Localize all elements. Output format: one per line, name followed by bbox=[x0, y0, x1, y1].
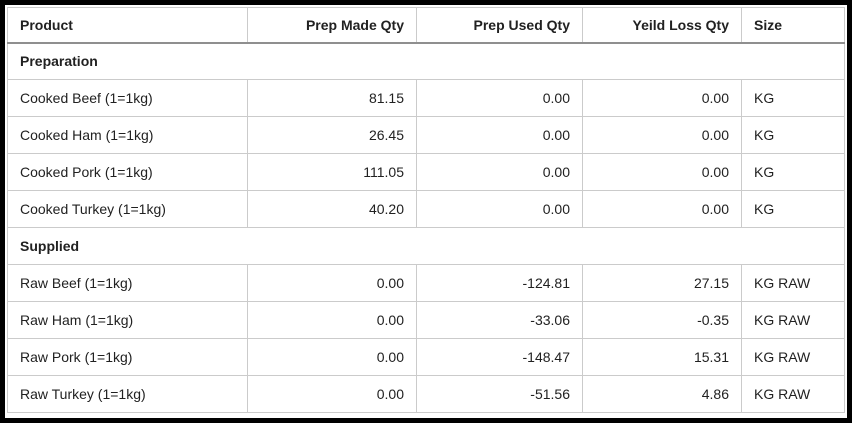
column-header-prep-used-qty: Prep Used Qty bbox=[416, 7, 583, 44]
table-row: Cooked Turkey (1=1kg) 40.20 0.00 0.00 KG bbox=[7, 190, 845, 228]
cell-size: KG RAW bbox=[741, 375, 845, 413]
cell-prep-used: 0.00 bbox=[416, 153, 583, 191]
cell-prep-used: 0.00 bbox=[416, 79, 583, 117]
cell-product: Cooked Turkey (1=1kg) bbox=[7, 190, 248, 228]
cell-prep-used: -33.06 bbox=[416, 301, 583, 339]
cell-prep-made: 40.20 bbox=[247, 190, 417, 228]
cell-yeild-loss: -0.35 bbox=[582, 301, 742, 339]
table-row: Raw Ham (1=1kg) 0.00 -33.06 -0.35 KG RAW bbox=[7, 301, 845, 339]
cell-prep-made: 0.00 bbox=[247, 264, 417, 302]
cell-product: Raw Ham (1=1kg) bbox=[7, 301, 248, 339]
cell-product: Cooked Ham (1=1kg) bbox=[7, 116, 248, 154]
table-row: Cooked Ham (1=1kg) 26.45 0.00 0.00 KG bbox=[7, 116, 845, 154]
table-row: Raw Turkey (1=1kg) 0.00 -51.56 4.86 KG RAW bbox=[7, 375, 845, 413]
cell-prep-made: 111.05 bbox=[247, 153, 417, 191]
cell-yeild-loss: 0.00 bbox=[582, 190, 742, 228]
cell-size: KG bbox=[741, 79, 845, 117]
cell-prep-used: -148.47 bbox=[416, 338, 583, 376]
cell-size: KG bbox=[741, 190, 845, 228]
cell-size: KG RAW bbox=[741, 338, 845, 376]
cell-prep-used: -51.56 bbox=[416, 375, 583, 413]
cell-yeild-loss: 0.00 bbox=[582, 153, 742, 191]
column-header-size: Size bbox=[741, 7, 845, 44]
section-title: Preparation bbox=[7, 42, 845, 80]
cell-yeild-loss: 27.15 bbox=[582, 264, 742, 302]
table-row: Raw Beef (1=1kg) 0.00 -124.81 27.15 KG RAW bbox=[7, 264, 845, 302]
column-header-product: Product bbox=[7, 7, 248, 44]
prep-report-table: Product Prep Made Qty Prep Used Qty Yeil… bbox=[7, 7, 845, 413]
cell-product: Cooked Beef (1=1kg) bbox=[7, 79, 248, 117]
cell-prep-made: 0.00 bbox=[247, 338, 417, 376]
cell-product: Cooked Pork (1=1kg) bbox=[7, 153, 248, 191]
cell-prep-used: 0.00 bbox=[416, 190, 583, 228]
table-row: Cooked Beef (1=1kg) 81.15 0.00 0.00 KG bbox=[7, 79, 845, 117]
column-header-yeild-loss-qty: Yeild Loss Qty bbox=[582, 7, 742, 44]
cell-prep-made: 26.45 bbox=[247, 116, 417, 154]
cell-product: Raw Beef (1=1kg) bbox=[7, 264, 248, 302]
cell-size: KG bbox=[741, 153, 845, 191]
section-row: Preparation bbox=[7, 42, 845, 80]
section-title: Supplied bbox=[7, 227, 845, 265]
cell-size: KG RAW bbox=[741, 301, 845, 339]
cell-yeild-loss: 0.00 bbox=[582, 79, 742, 117]
column-header-prep-made-qty: Prep Made Qty bbox=[247, 7, 417, 44]
cell-prep-made: 0.00 bbox=[247, 375, 417, 413]
cell-yeild-loss: 0.00 bbox=[582, 116, 742, 154]
section-row: Supplied bbox=[7, 227, 845, 265]
cell-prep-used: -124.81 bbox=[416, 264, 583, 302]
cell-yeild-loss: 15.31 bbox=[582, 338, 742, 376]
cell-yeild-loss: 4.86 bbox=[582, 375, 742, 413]
table-row: Cooked Pork (1=1kg) 111.05 0.00 0.00 KG bbox=[7, 153, 845, 191]
header-row: Product Prep Made Qty Prep Used Qty Yeil… bbox=[7, 7, 845, 44]
cell-size: KG bbox=[741, 116, 845, 154]
table-row: Raw Pork (1=1kg) 0.00 -148.47 15.31 KG RAW bbox=[7, 338, 845, 376]
cell-prep-made: 0.00 bbox=[247, 301, 417, 339]
cell-product: Raw Pork (1=1kg) bbox=[7, 338, 248, 376]
cell-prep-made: 81.15 bbox=[247, 79, 417, 117]
cell-size: KG RAW bbox=[741, 264, 845, 302]
cell-product: Raw Turkey (1=1kg) bbox=[7, 375, 248, 413]
cell-prep-used: 0.00 bbox=[416, 116, 583, 154]
